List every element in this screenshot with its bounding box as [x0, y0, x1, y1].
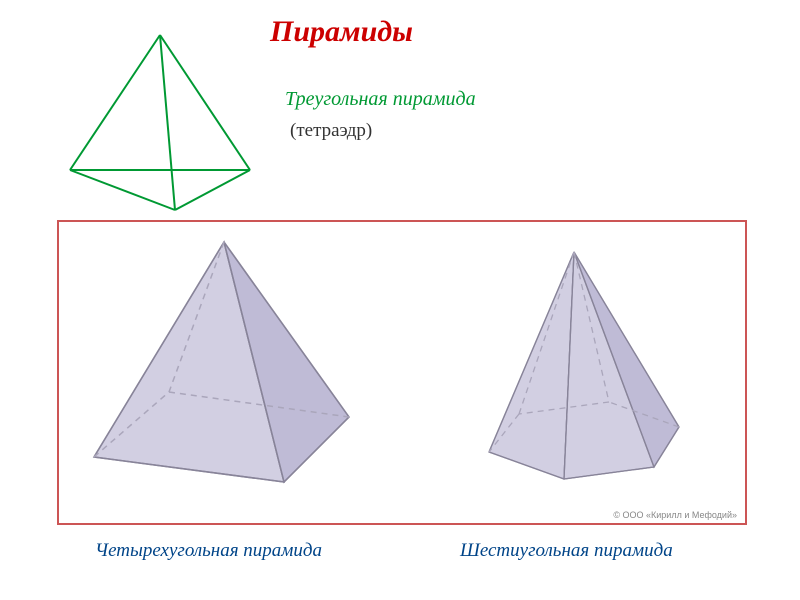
- quad-pyramid-diagram: [69, 232, 379, 512]
- hex-pyramid-diagram: [429, 242, 729, 512]
- subtitle-main: Треугольная пирамида: [285, 88, 476, 111]
- caption-quad: Четырехугольная пирамида: [95, 540, 322, 562]
- tetrahedron-diagram: [55, 25, 265, 225]
- pyramid-frame: © ООО «Кирилл и Мефодий»: [57, 220, 747, 525]
- copyright-text: © ООО «Кирилл и Мефодий»: [613, 510, 737, 520]
- caption-hex: Шестиугольная пирамида: [460, 540, 673, 562]
- subtitle-paren: (тетраэдр): [290, 120, 372, 142]
- page-title: Пирамиды: [270, 15, 413, 49]
